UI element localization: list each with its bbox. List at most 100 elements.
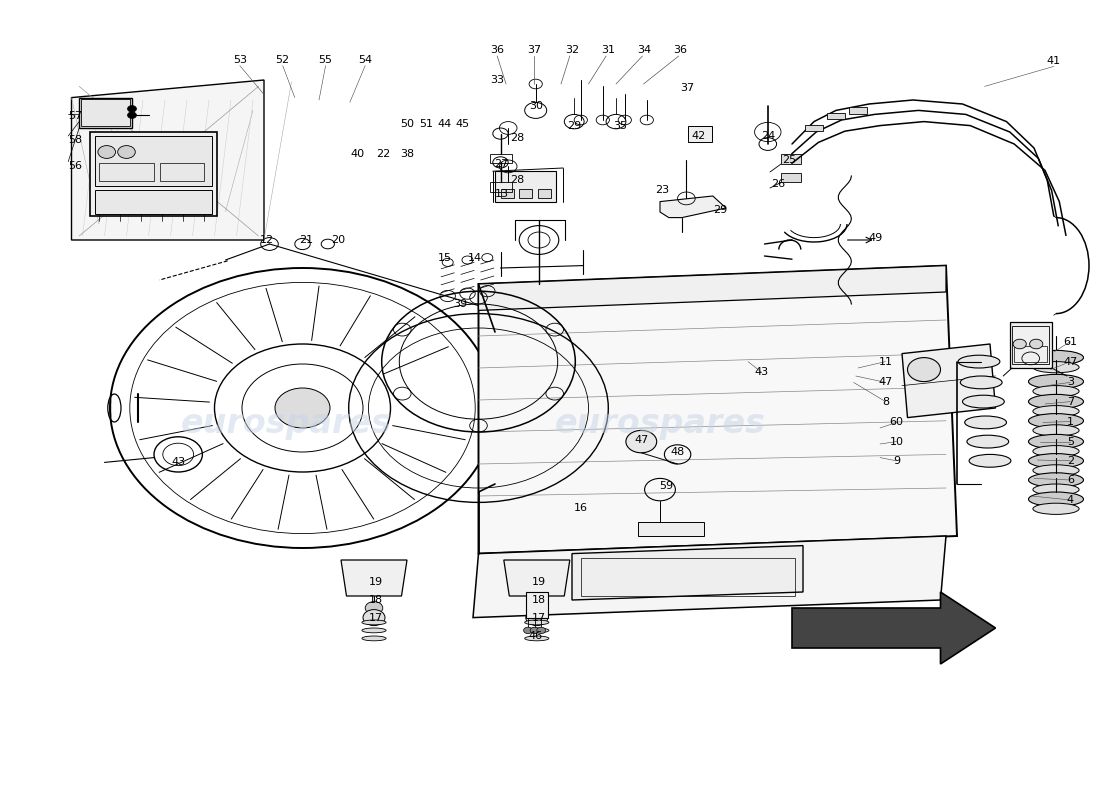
Text: 58: 58 — [68, 135, 81, 145]
Ellipse shape — [525, 636, 549, 641]
Text: 56: 56 — [68, 161, 81, 170]
Polygon shape — [478, 266, 946, 310]
Text: 17: 17 — [532, 613, 546, 622]
Circle shape — [524, 627, 532, 634]
Text: 43: 43 — [755, 367, 768, 377]
Text: 36: 36 — [673, 45, 686, 54]
Text: 9: 9 — [893, 456, 900, 466]
Bar — [495, 171, 556, 202]
Polygon shape — [473, 536, 946, 618]
Polygon shape — [902, 344, 996, 418]
Bar — [160, 163, 204, 181]
Text: eurospares: eurospares — [554, 407, 766, 441]
Text: 39: 39 — [453, 299, 466, 309]
Ellipse shape — [1028, 492, 1084, 506]
Ellipse shape — [1028, 414, 1084, 428]
Ellipse shape — [1028, 374, 1084, 389]
Text: 40: 40 — [351, 149, 364, 158]
Circle shape — [275, 388, 330, 428]
Bar — [849, 107, 867, 114]
Ellipse shape — [1033, 484, 1079, 495]
Polygon shape — [478, 266, 957, 554]
Circle shape — [526, 610, 548, 626]
Bar — [490, 182, 512, 192]
Ellipse shape — [969, 454, 1011, 467]
Bar — [581, 558, 795, 596]
Ellipse shape — [1033, 465, 1079, 476]
Text: 38: 38 — [400, 149, 414, 158]
Bar — [638, 522, 704, 536]
Text: 42: 42 — [692, 131, 705, 141]
Text: 12: 12 — [261, 235, 274, 245]
Ellipse shape — [962, 395, 1004, 408]
Text: 2: 2 — [1067, 456, 1074, 466]
Ellipse shape — [1028, 350, 1084, 365]
Text: 47: 47 — [879, 378, 892, 387]
Ellipse shape — [362, 636, 386, 641]
Circle shape — [530, 627, 539, 634]
Text: 20: 20 — [331, 235, 344, 245]
Circle shape — [528, 602, 546, 614]
Polygon shape — [72, 80, 264, 240]
Circle shape — [626, 430, 657, 453]
Text: 1: 1 — [1067, 417, 1074, 426]
Text: 18: 18 — [532, 595, 546, 605]
Text: 29: 29 — [714, 205, 727, 214]
Bar — [490, 154, 512, 163]
Text: 37: 37 — [528, 45, 541, 54]
Text: 10: 10 — [890, 437, 903, 446]
Polygon shape — [504, 560, 570, 596]
Text: 54: 54 — [359, 55, 372, 65]
Text: 4: 4 — [1067, 495, 1074, 505]
Text: 33: 33 — [491, 75, 504, 85]
Text: 17: 17 — [370, 613, 383, 622]
Text: 27: 27 — [495, 159, 508, 169]
Bar — [1014, 346, 1047, 362]
Text: 19: 19 — [370, 578, 383, 587]
Text: 15: 15 — [438, 253, 451, 262]
Text: 8: 8 — [882, 397, 889, 406]
Text: 18: 18 — [370, 595, 383, 605]
Text: 55: 55 — [319, 55, 332, 65]
Ellipse shape — [965, 416, 1007, 429]
Bar — [688, 126, 712, 142]
Text: 53: 53 — [233, 55, 246, 65]
Text: 34: 34 — [638, 45, 651, 54]
Bar — [538, 189, 551, 198]
Text: 6: 6 — [1067, 475, 1074, 485]
Ellipse shape — [1033, 362, 1079, 373]
Text: 26: 26 — [771, 179, 784, 189]
Circle shape — [98, 146, 116, 158]
Text: 22: 22 — [376, 149, 389, 158]
Ellipse shape — [1028, 454, 1084, 468]
Ellipse shape — [1028, 434, 1084, 449]
Text: 5: 5 — [1067, 437, 1074, 446]
Bar — [1010, 322, 1052, 368]
Text: 44: 44 — [438, 119, 451, 129]
Ellipse shape — [1033, 425, 1079, 436]
Text: 28: 28 — [510, 175, 524, 185]
Circle shape — [118, 146, 135, 158]
Polygon shape — [660, 196, 726, 218]
Ellipse shape — [1033, 446, 1079, 457]
Text: 24: 24 — [761, 131, 774, 141]
Bar — [95, 136, 212, 186]
Polygon shape — [792, 592, 996, 664]
Text: 59: 59 — [660, 481, 673, 490]
Text: 14: 14 — [469, 253, 482, 262]
Circle shape — [908, 358, 940, 382]
Text: 28: 28 — [510, 133, 524, 142]
Text: 23: 23 — [656, 186, 669, 195]
Circle shape — [1013, 339, 1026, 349]
Bar — [95, 190, 212, 214]
Text: eurospares: eurospares — [180, 407, 392, 441]
Bar — [99, 163, 154, 181]
Ellipse shape — [1028, 473, 1084, 487]
Circle shape — [128, 106, 136, 112]
Ellipse shape — [1033, 386, 1079, 397]
Ellipse shape — [1033, 503, 1079, 514]
Polygon shape — [526, 592, 548, 618]
Circle shape — [365, 602, 383, 614]
Text: 48: 48 — [671, 447, 684, 457]
Text: 43: 43 — [172, 458, 185, 467]
